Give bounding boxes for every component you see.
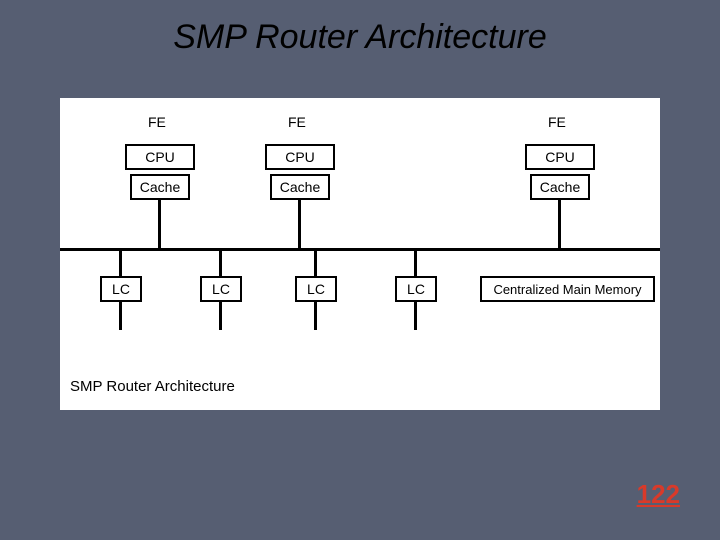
stub-top-0 [158,200,161,248]
cache-box-1: Cache [270,174,330,200]
diagram-caption: SMP Router Architecture [70,378,235,395]
stub-top-1 [298,200,301,248]
cpu-box-2: CPU [525,144,595,170]
page-number: 122 [637,479,680,510]
stub-lc-3 [414,302,417,330]
cpu-box-1: CPU [265,144,335,170]
lc-box-1: LC [200,276,242,302]
lc-box-0: LC [100,276,142,302]
stub-bottom-1 [219,248,222,276]
lc-box-3: LC [395,276,437,302]
stub-bottom-2 [314,248,317,276]
fe-label-2: FE [548,114,566,130]
slide-title: SMP Router Architecture [0,0,720,57]
cache-box-0: Cache [130,174,190,200]
fe-label-0: FE [148,114,166,130]
stub-top-2 [558,200,561,248]
cpu-box-0: CPU [125,144,195,170]
stub-lc-1 [219,302,222,330]
bus-line [60,248,660,251]
stub-lc-2 [314,302,317,330]
cache-box-2: Cache [530,174,590,200]
stub-lc-0 [119,302,122,330]
lc-box-2: LC [295,276,337,302]
memory-box: Centralized Main Memory [480,276,655,302]
stub-bottom-3 [414,248,417,276]
fe-label-1: FE [288,114,306,130]
diagram-area: FE FE FE CPU CPU CPU Cache Cache Cache L… [60,98,660,410]
stub-bottom-0 [119,248,122,276]
